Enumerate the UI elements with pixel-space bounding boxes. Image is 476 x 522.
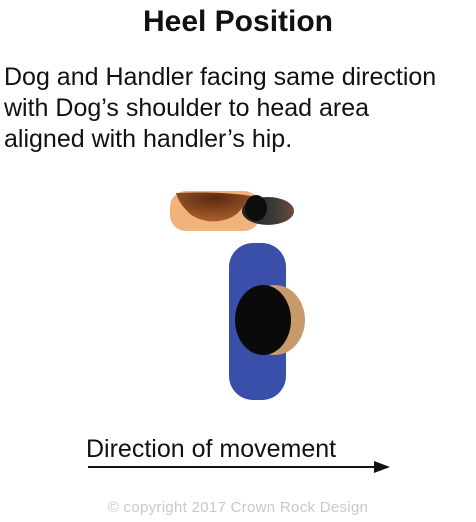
handler-figure [229, 243, 305, 400]
description-line-1: Dog and Handler facing same direction [4, 63, 437, 91]
copyright-notice: © copyright 2017 Crown Rock Design [107, 499, 369, 516]
description-line-3: aligned with handler’s hip. [4, 125, 293, 153]
direction-arrow-head [374, 461, 390, 473]
dog-ear [245, 195, 267, 221]
dog-saddle-marking [176, 192, 252, 222]
page-title: Heel Position [142, 5, 334, 38]
dog-figure [170, 191, 294, 231]
description-line-2: with Dog’s shoulder to head area [4, 94, 370, 122]
handler-head [235, 285, 291, 355]
description-text: Dog and Handler facing same direction wi… [4, 62, 474, 155]
direction-arrow [88, 461, 390, 473]
direction-label: Direction of movement [86, 435, 337, 463]
